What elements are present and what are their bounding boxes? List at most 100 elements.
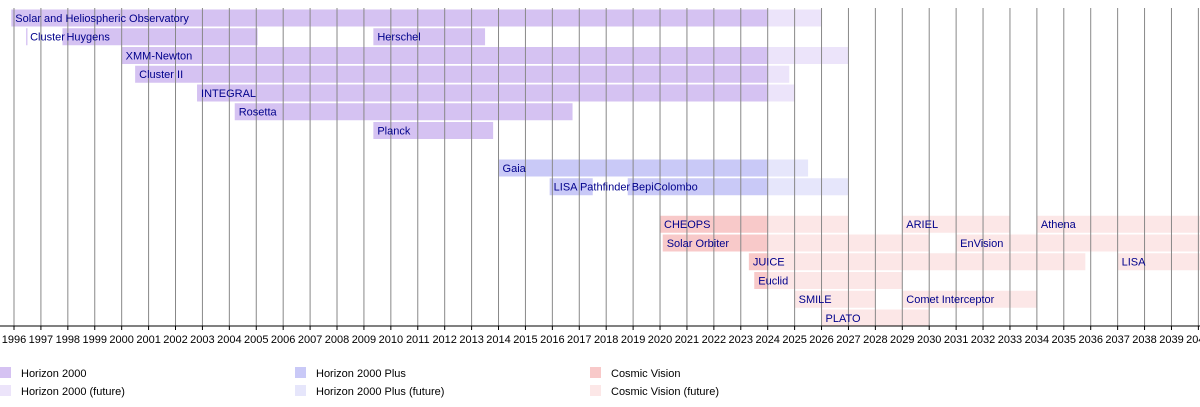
x-tick-label: 2020 xyxy=(648,334,672,346)
legend-label: Horizon 2000 (future) xyxy=(21,386,125,398)
mission-bar xyxy=(135,65,768,83)
mission-label: Rosetta xyxy=(239,107,278,119)
mission-bar xyxy=(754,272,768,289)
legend-label: Cosmic Vision xyxy=(611,368,681,380)
mission-label: PLATO xyxy=(826,313,861,325)
mission-label: Solar and Heliospheric Observatory xyxy=(15,13,189,25)
x-tick-label: 2026 xyxy=(809,334,833,346)
mission-bar xyxy=(956,234,1200,252)
mission-label: Cluster xyxy=(30,32,65,44)
x-tick-label: 1998 xyxy=(56,334,80,346)
x-tick-label: 2005 xyxy=(244,334,268,346)
legend-swatch xyxy=(0,385,11,396)
mission-bar xyxy=(26,28,28,46)
x-tick-label: 2002 xyxy=(163,334,187,346)
mission-bar xyxy=(627,178,768,196)
mission-label: Gaia xyxy=(503,163,527,175)
x-tick-label: 2011 xyxy=(406,334,430,346)
x-tick-label: 2001 xyxy=(136,334,160,346)
mission-bar xyxy=(197,84,768,102)
legend-swatch xyxy=(590,385,601,396)
x-tick-label: 2021 xyxy=(675,334,699,346)
legend-label: Cosmic Vision (future) xyxy=(611,386,719,398)
mission-bar xyxy=(767,215,849,233)
x-tick-label: 2008 xyxy=(325,334,349,346)
mission-bar xyxy=(767,272,903,289)
x-tick-label: 2012 xyxy=(432,334,456,346)
x-tick-label: 2024 xyxy=(755,334,779,346)
x-tick-label: 2037 xyxy=(1105,334,1129,346)
mission-bar xyxy=(62,28,258,46)
x-tick-label: 2034 xyxy=(1025,334,1049,346)
mission-label: ARIEL xyxy=(906,219,938,231)
x-tick-label: 2017 xyxy=(567,334,591,346)
mission-bar xyxy=(767,253,1086,271)
mission-bar xyxy=(662,234,768,252)
mission-bar xyxy=(794,290,876,308)
x-tick-label: 2023 xyxy=(729,334,753,346)
mission-label: CHEOPS xyxy=(664,219,710,231)
legend-swatch xyxy=(295,367,306,378)
mission-bar xyxy=(549,178,593,196)
mission-label: BepiColombo xyxy=(632,182,698,194)
mission-bar xyxy=(902,290,1037,308)
x-tick-label: 1996 xyxy=(2,334,26,346)
mission-bar xyxy=(1036,215,1200,233)
x-tick-label: 2030 xyxy=(917,334,941,346)
mission-bar xyxy=(767,178,849,196)
mission-label: EnVision xyxy=(960,238,1003,250)
mission-bar xyxy=(767,47,849,64)
mission-bar xyxy=(11,9,768,27)
x-tick-label: 2039 xyxy=(1159,334,1183,346)
mission-label: Athena xyxy=(1041,219,1077,231)
x-tick-label: 2035 xyxy=(1052,334,1076,346)
mission-label: Herschel xyxy=(377,32,420,44)
x-tick-label: 2028 xyxy=(863,334,887,346)
mission-label: Comet Interceptor xyxy=(906,294,994,306)
x-tick-label: 2016 xyxy=(540,334,564,346)
x-tick-label: 2022 xyxy=(702,334,726,346)
mission-label: LISA xyxy=(1122,257,1147,269)
x-tick-label: 2007 xyxy=(298,334,322,346)
mission-label: Euclid xyxy=(758,275,788,287)
x-tick-label: 2019 xyxy=(621,334,645,346)
x-tick-label: 2025 xyxy=(782,334,806,346)
mission-bar xyxy=(767,84,795,102)
x-tick-label: 2040 xyxy=(1186,334,1200,346)
x-tick-label: 2004 xyxy=(217,334,241,346)
x-tick-label: 2033 xyxy=(998,334,1022,346)
mission-label: INTEGRAL xyxy=(201,88,256,100)
mission-label: Solar Orbiter xyxy=(667,238,730,250)
x-tick-label: 2036 xyxy=(1078,334,1102,346)
x-tick-label: 2006 xyxy=(271,334,295,346)
legend-swatch xyxy=(0,367,11,378)
mission-bar xyxy=(373,122,494,139)
x-tick-label: 2003 xyxy=(190,334,214,346)
mission-bar xyxy=(234,103,573,121)
x-tick-label: 2000 xyxy=(109,334,133,346)
legend-label: Horizon 2000 Plus xyxy=(316,368,406,380)
x-tick-label: 1997 xyxy=(29,334,53,346)
mission-label: SMILE xyxy=(799,294,832,306)
x-tick-label: 2018 xyxy=(594,334,618,346)
mission-label: Huygens xyxy=(66,32,110,44)
mission-label: LISA Pathfinder xyxy=(554,182,631,194)
x-tick-label: 2029 xyxy=(890,334,914,346)
mission-label: XMM-Newton xyxy=(126,50,193,62)
legend-label: Horizon 2000 Plus (future) xyxy=(316,386,444,398)
mission-bar xyxy=(767,159,809,177)
legend-label: Horizon 2000 xyxy=(21,368,86,380)
x-tick-label: 2009 xyxy=(352,334,376,346)
mission-bar xyxy=(373,28,486,46)
x-tick-label: 2013 xyxy=(459,334,483,346)
x-tick-label: 2015 xyxy=(513,334,537,346)
mission-bar xyxy=(767,65,790,83)
x-tick-label: 2014 xyxy=(486,334,510,346)
legend-swatch xyxy=(295,385,306,396)
mission-label: JUICE xyxy=(753,257,785,269)
mission-bar xyxy=(1117,253,1200,271)
x-tick-label: 2027 xyxy=(836,334,860,346)
mission-label: Planck xyxy=(377,125,411,137)
